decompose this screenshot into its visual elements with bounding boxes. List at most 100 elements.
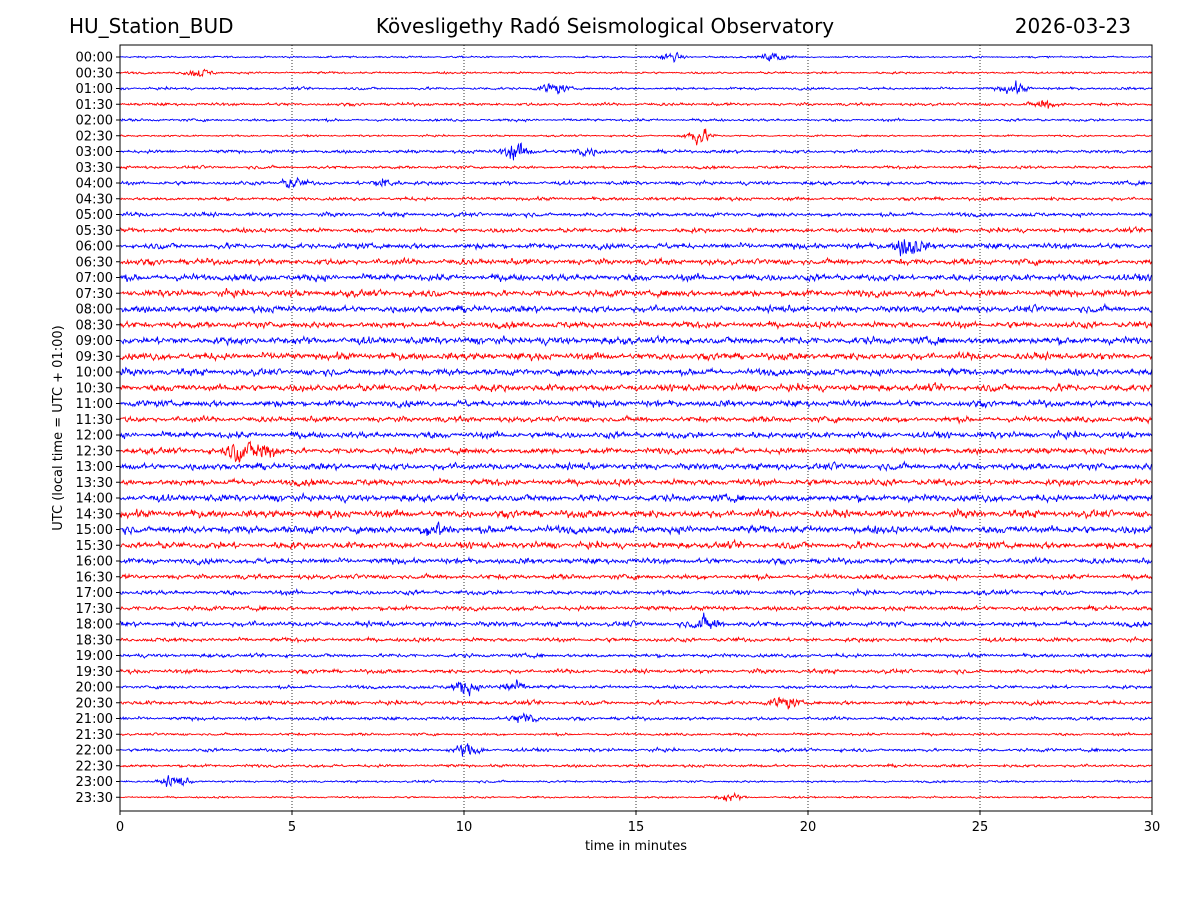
y-tick-label: 23:30: [76, 791, 113, 806]
y-tick-label: 22:30: [76, 759, 113, 774]
y-tick-label: 01:00: [76, 82, 113, 97]
x-tick-label: 5: [288, 820, 296, 835]
seismic-trace: [119, 382, 1153, 393]
seismic-trace: [119, 587, 1153, 597]
y-tick-label: 08:30: [76, 318, 113, 333]
seismic-trace: [119, 762, 1153, 769]
seismic-trace: [119, 712, 1153, 723]
seismic-trace: [119, 538, 1153, 551]
y-tick-label: 16:30: [76, 570, 113, 585]
seismic-trace: [119, 507, 1153, 520]
seismic-trace: [119, 334, 1153, 347]
seismic-trace: [119, 667, 1153, 676]
seismic-trace: [119, 272, 1153, 283]
seismic-trace: [119, 142, 1153, 161]
y-tick-label: 04:30: [76, 192, 113, 207]
seismic-trace: [119, 430, 1153, 441]
seismic-trace: [119, 731, 1153, 737]
y-tick-label: 02:00: [76, 114, 113, 129]
trace-layer: [119, 51, 1153, 802]
seismic-trace: [119, 612, 1153, 630]
seismic-trace: [119, 176, 1153, 189]
y-tick-label: 07:30: [76, 287, 113, 302]
y-tick-label: 14:00: [76, 492, 113, 507]
x-axis-label: time in minutes: [585, 839, 687, 854]
y-tick-label: 17:30: [76, 602, 113, 617]
seismic-trace: [119, 366, 1153, 378]
y-tick-label: 19:00: [76, 649, 113, 664]
seismic-trace: [119, 460, 1153, 473]
seismic-trace: [119, 128, 1153, 146]
y-tick-label: 14:30: [76, 507, 113, 522]
seismic-trace: [119, 440, 1153, 463]
seismic-trace: [119, 635, 1153, 644]
y-tick-label: 20:30: [76, 696, 113, 711]
seismic-trace: [119, 775, 1153, 788]
y-tick-label: 12:30: [76, 444, 113, 459]
observatory-title: Köveslige­thy Radó Seismological Observa…: [375, 14, 835, 38]
seismic-trace: [119, 350, 1153, 363]
y-tick-label: 16:00: [76, 555, 113, 570]
y-tick-label: 20:00: [76, 681, 113, 696]
seismic-trace: [119, 239, 1153, 257]
seismic-trace: [119, 99, 1153, 109]
x-tick-label: 10: [456, 820, 473, 835]
y-tick-label: 21:30: [76, 728, 113, 743]
station-label: HU_Station_BUD: [69, 14, 234, 38]
seismic-trace: [119, 51, 1153, 64]
y-tick-label: 19:30: [76, 665, 113, 680]
seismic-trace: [119, 117, 1153, 123]
x-tick-label: 25: [972, 820, 989, 835]
y-tick-label: 12:00: [76, 429, 113, 444]
y-tick-label: 15:30: [76, 539, 113, 554]
seismic-trace: [119, 696, 1153, 710]
y-ticks: 00:0000:3001:0001:3002:0002:3003:0003:30…: [76, 51, 120, 806]
seismic-trace: [120, 791, 1153, 802]
y-tick-label: 23:00: [76, 775, 113, 790]
seismic-trace: [119, 556, 1153, 566]
y-tick-label: 01:30: [76, 98, 113, 113]
seismic-trace: [119, 256, 1153, 267]
y-tick-label: 15:00: [76, 523, 113, 538]
x-tick-label: 30: [1144, 820, 1161, 835]
y-tick-label: 18:30: [76, 633, 113, 648]
y-tick-label: 13:00: [76, 460, 113, 475]
seismic-trace: [119, 319, 1153, 330]
y-tick-label: 02:30: [76, 129, 113, 144]
y-tick-label: 06:30: [76, 255, 113, 270]
date-label: 2026-03-23: [1014, 14, 1131, 38]
y-tick-label: 18:00: [76, 618, 113, 633]
seismic-trace: [119, 679, 1153, 697]
y-tick-label: 08:00: [76, 303, 113, 318]
y-tick-label: 05:30: [76, 224, 113, 239]
y-tick-label: 10:30: [76, 381, 113, 396]
seismic-trace: [119, 164, 1153, 171]
seismic-trace: [119, 398, 1153, 409]
seismic-trace: [119, 520, 1153, 537]
seismic-trace: [119, 80, 1153, 95]
x-tick-label: 15: [628, 820, 645, 835]
y-tick-label: 00:30: [76, 66, 113, 81]
y-tick-label: 11:30: [76, 413, 113, 428]
seismic-trace: [119, 210, 1153, 219]
seismic-trace: [119, 603, 1153, 613]
seismic-trace: [119, 68, 1153, 78]
y-tick-label: 03:30: [76, 161, 113, 176]
y-tick-label: 11:00: [76, 397, 113, 412]
y-tick-label: 09:00: [76, 334, 113, 349]
seismic-trace: [119, 288, 1153, 299]
y-tick-label: 06:00: [76, 240, 113, 255]
y-tick-label: 05:00: [76, 208, 113, 223]
grid-layer: [291, 45, 981, 811]
y-tick-label: 13:30: [76, 476, 113, 491]
x-ticks: 0 5 10 15 20 25 30: [116, 811, 1160, 835]
seismic-trace: [119, 414, 1153, 425]
y-tick-label: 10:00: [76, 366, 113, 381]
y-tick-label: 00:00: [76, 51, 113, 66]
seismic-trace: [119, 572, 1153, 582]
seismic-trace: [119, 195, 1153, 203]
seismic-trace: [119, 491, 1153, 504]
y-axis-label: UTC (local time = UTC + 01:00): [51, 325, 66, 530]
seismic-trace: [119, 651, 1153, 660]
